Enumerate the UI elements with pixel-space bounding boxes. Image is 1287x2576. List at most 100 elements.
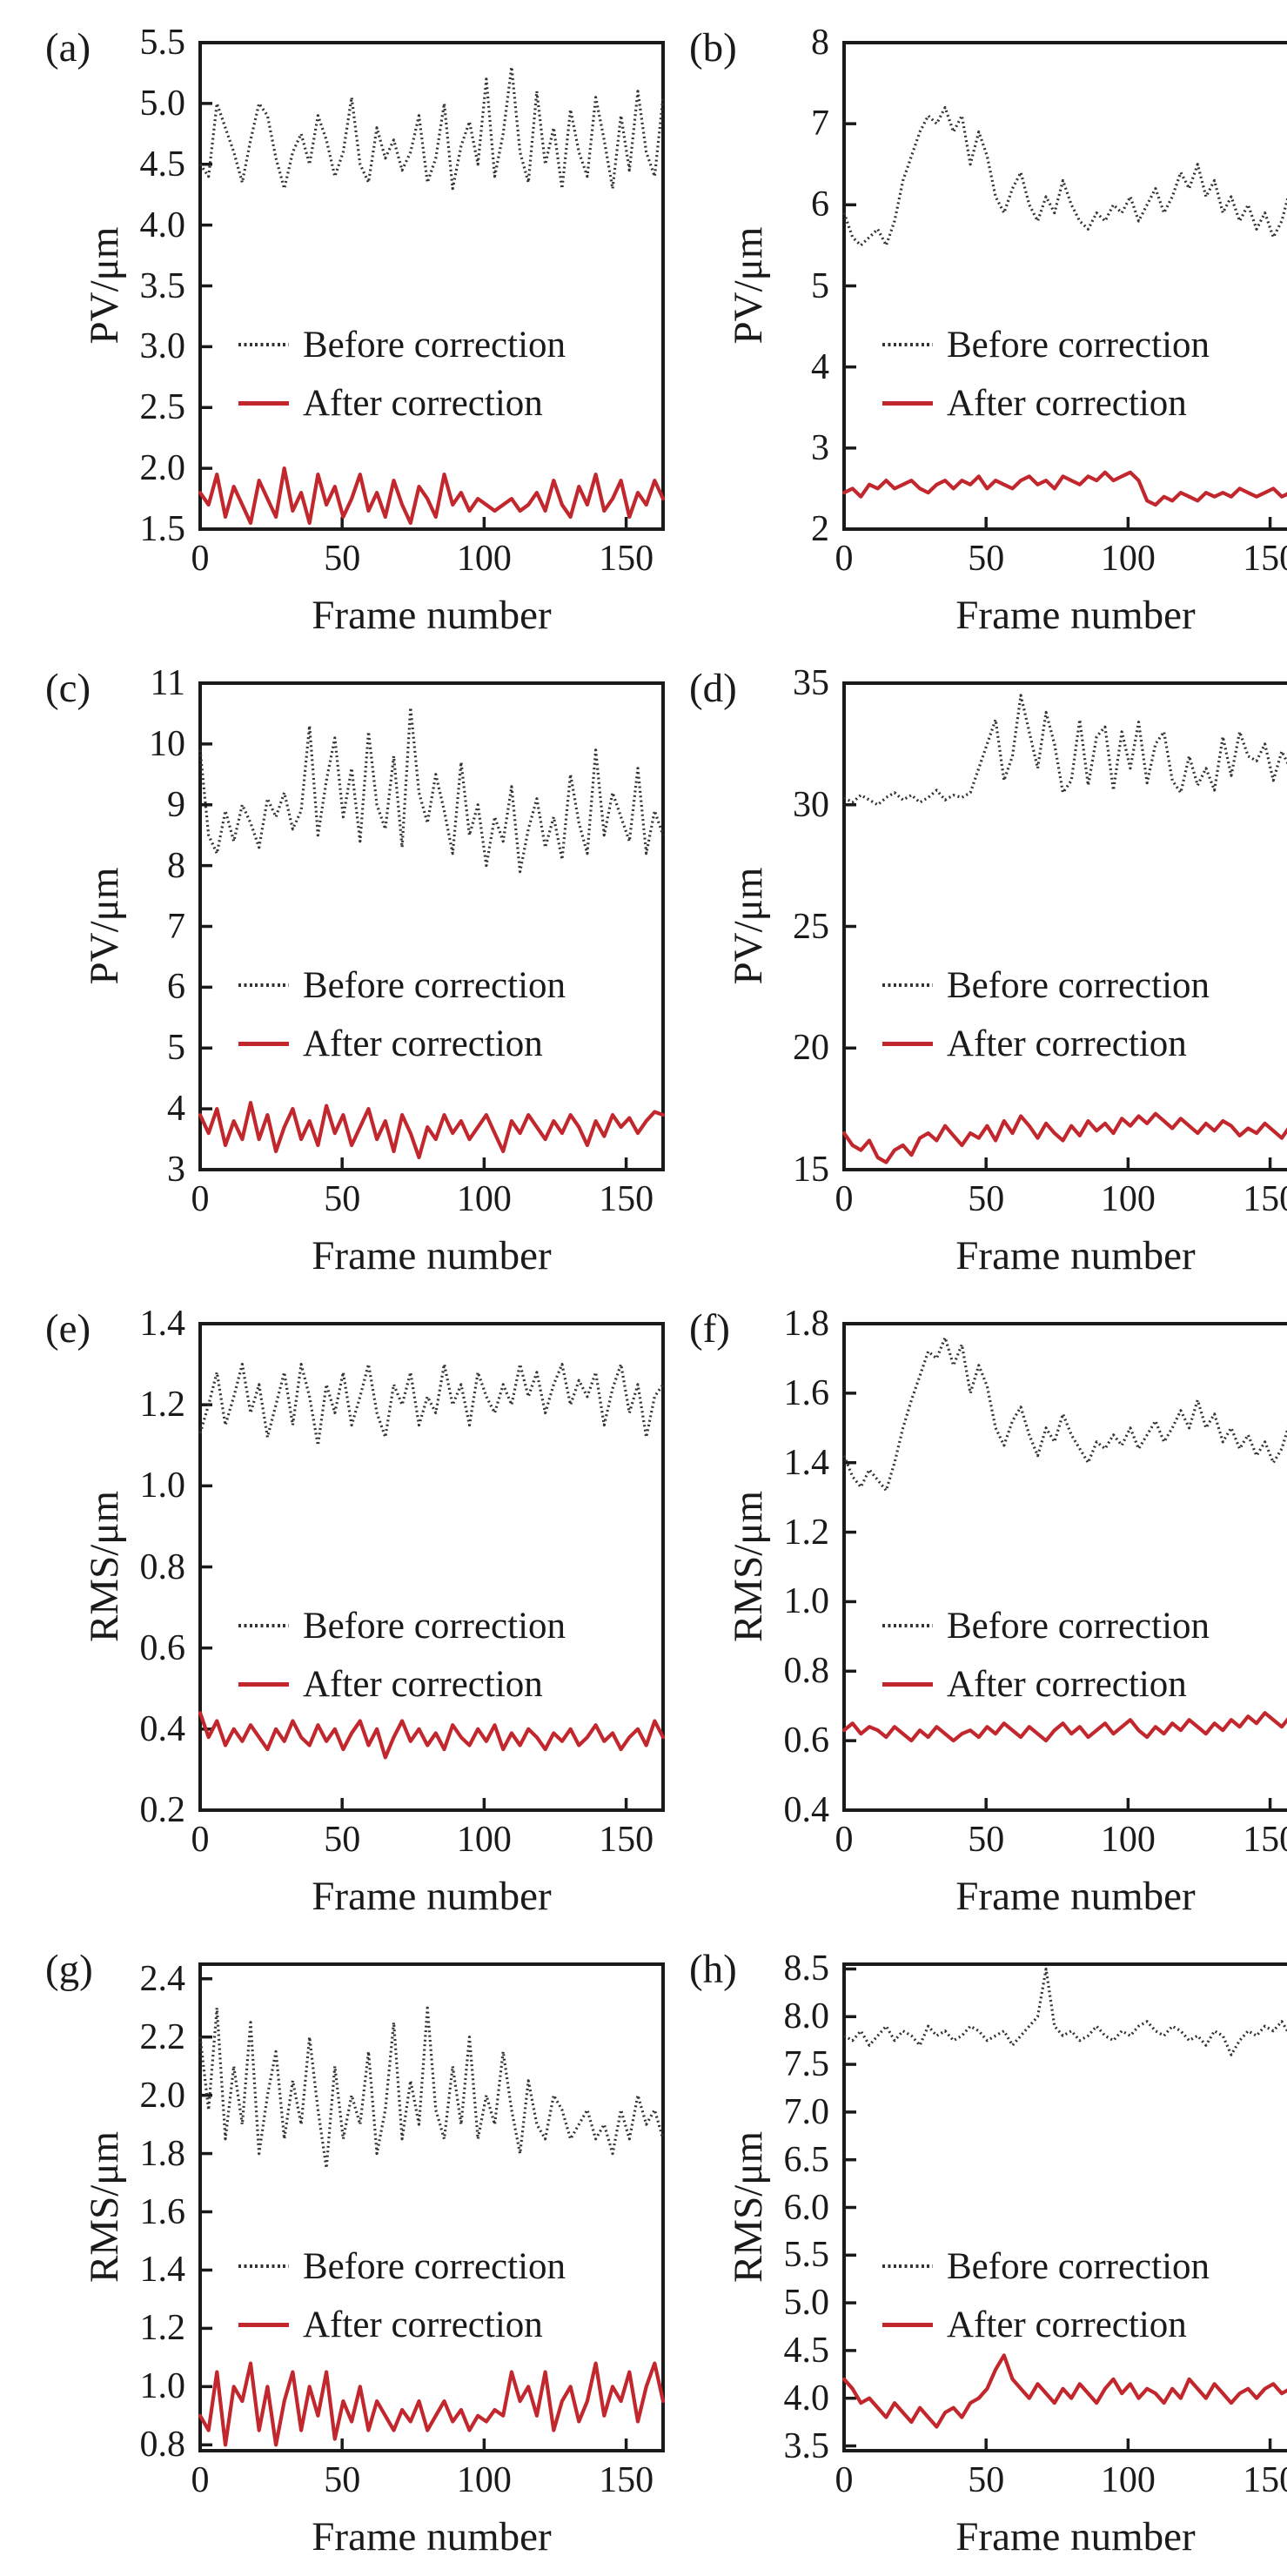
x-tick-label: 150 [599, 1820, 654, 1860]
x-axis-label: Frame number [312, 1233, 552, 1278]
legend-solid-line-swatch [882, 401, 933, 406]
legend-solid-line-swatch [238, 2323, 289, 2327]
y-tick-label: 2 [811, 509, 829, 549]
y-tick-label: 0.2 [139, 1790, 186, 1830]
x-tick-label: 150 [599, 539, 654, 579]
y-tick-label: 35 [793, 663, 829, 703]
y-tick-label: 11 [150, 663, 185, 703]
x-tick-label: 150 [1243, 2460, 1287, 2500]
panel-letter: (e) [45, 1306, 91, 1352]
y-axis-label: PV/μm [726, 226, 771, 345]
legend-label: After correction [947, 1664, 1187, 1705]
y-tick-label: 5.0 [139, 83, 186, 124]
panel-d: 35 30 25 20 150 50 100 150 Before correction Afte… [679, 654, 1287, 1295]
legend-solid-line-swatch [882, 1682, 933, 1687]
y-tick-label: 1.2 [783, 1512, 830, 1553]
plot-area: 35 30 25 20 150 50 100 150 Before correction Afte… [679, 654, 1287, 1295]
y-tick-label: 7.5 [783, 2044, 830, 2085]
panel-h: 8.5 8.0 7.5 7.0 6.5 6.0 5.5 5.0 4.5 4.0 3.5 0 50 100 1… [679, 1935, 1287, 2576]
y-axis-label: RMS/μm [82, 1490, 127, 1643]
x-tick-label: 50 [968, 2460, 1005, 2500]
legend-label: Before correction [947, 324, 1210, 366]
y-tick-label: 10 [149, 723, 185, 764]
legend-dotted-line-swatch [882, 1624, 933, 1628]
x-tick-label: 100 [456, 1820, 512, 1860]
after-correction-line [198, 466, 666, 526]
legend-solid-line-swatch [238, 1682, 289, 1687]
legend-row: After correction [882, 1662, 1187, 1707]
plot-svg [841, 681, 1287, 1171]
y-tick-label: 2.0 [139, 2075, 186, 2116]
y-tick-label: 1.0 [783, 1581, 830, 1622]
legend-row: Before correction [238, 2244, 566, 2289]
y-tick-label: 8 [811, 23, 829, 63]
y-axis-label: RMS/μm [726, 1490, 771, 1643]
x-tick-label: 0 [191, 2460, 210, 2500]
y-tick-label: 4.0 [783, 2378, 830, 2418]
x-tick-label: 100 [1100, 1820, 1156, 1860]
legend-label: Before correction [303, 2245, 566, 2287]
legend-label: After correction [303, 1023, 543, 1064]
y-tick-label: 1.0 [139, 1466, 186, 1506]
axis-box [842, 1962, 1287, 2452]
plot-area: 11 10 9 8 7 6 5 4 3 0 50 100 150 Before correction Aft… [35, 654, 678, 1295]
y-tick-label: 1.8 [783, 1304, 830, 1344]
panel-letter: (d) [689, 666, 737, 711]
y-tick-label: 1.4 [139, 1304, 186, 1344]
legend-label: After correction [947, 2304, 1187, 2345]
x-tick-label: 0 [835, 2460, 854, 2500]
axis-box [842, 41, 1287, 531]
y-tick-label: 1.5 [139, 509, 186, 549]
panel-letter: (a) [45, 25, 91, 70]
legend-row: Before correction [882, 963, 1210, 1008]
legend-label: After correction [947, 1023, 1187, 1064]
x-tick-label: 100 [456, 1179, 512, 1219]
before-correction-line [843, 1967, 1287, 2056]
axis-box [198, 681, 665, 1171]
y-tick-label: 3.5 [139, 265, 186, 306]
x-tick-label: 100 [1100, 2460, 1156, 2500]
y-axis-label: PV/μm [82, 867, 127, 985]
before-correction-line [842, 105, 1287, 247]
panel-letter: (g) [45, 1947, 93, 1992]
plot-svg [841, 41, 1287, 531]
x-tick-label: 0 [191, 1179, 210, 1219]
y-tick-label: 7 [167, 906, 185, 947]
legend-label: Before correction [303, 964, 566, 1006]
y-tick-label: 5.5 [783, 2235, 830, 2276]
y-tick-label: 1.4 [139, 2250, 186, 2291]
x-tick-label: 50 [968, 1179, 1005, 1219]
y-axis-label: RMS/μm [726, 2130, 771, 2284]
panel-c: 11 10 9 8 7 6 5 4 3 0 50 100 150 Before correction Aft… [35, 654, 678, 1295]
legend-row: Before correction [238, 1603, 566, 1648]
y-tick-label: 20 [793, 1028, 829, 1069]
y-tick-label: 0.4 [783, 1790, 830, 1830]
legend-label: After correction [303, 383, 543, 424]
panel-f: 1.8 1.6 1.4 1.2 1.0 0.8 0.6 0.40 50 100 150 Before … [679, 1295, 1287, 1935]
x-axis-label: Frame number [312, 1874, 552, 1919]
y-tick-label: 6 [167, 967, 185, 1008]
y-tick-label: 4 [167, 1089, 185, 1130]
x-tick-label: 100 [1100, 1179, 1156, 1219]
y-tick-label: 8 [167, 845, 185, 886]
y-tick-label: 5.5 [139, 23, 186, 63]
y-tick-label: 6 [811, 184, 829, 225]
plot-area: 8 7 6 5 4 3 20 50 100 150 Before correction After c… [679, 14, 1287, 654]
panel-a: 5.5 5.0 4.5 4.0 3.5 3.0 2.5 2.0 1.5 0 50 100 150 Befo… [35, 14, 678, 654]
x-tick-label: 0 [191, 1820, 210, 1860]
legend-solid-line-swatch [238, 401, 289, 406]
y-tick-label: 2.0 [139, 448, 186, 489]
after-correction-line [198, 1100, 666, 1160]
legend-dotted-line-swatch [238, 343, 289, 347]
legend-dotted-line-swatch [238, 1624, 289, 1628]
y-tick-label: 0.8 [139, 2425, 186, 2465]
y-tick-label: 7 [811, 104, 829, 144]
y-tick-label: 0.8 [139, 1546, 186, 1587]
x-tick-label: 50 [968, 1820, 1005, 1860]
y-tick-label: 0.8 [783, 1651, 830, 1692]
y-tick-label: 5.0 [783, 2283, 830, 2324]
y-tick-label: 5 [167, 1028, 185, 1069]
legend-solid-line-swatch [238, 1042, 289, 1046]
x-tick-label: 150 [1243, 1820, 1287, 1860]
legend-row: After correction [882, 1022, 1187, 1067]
